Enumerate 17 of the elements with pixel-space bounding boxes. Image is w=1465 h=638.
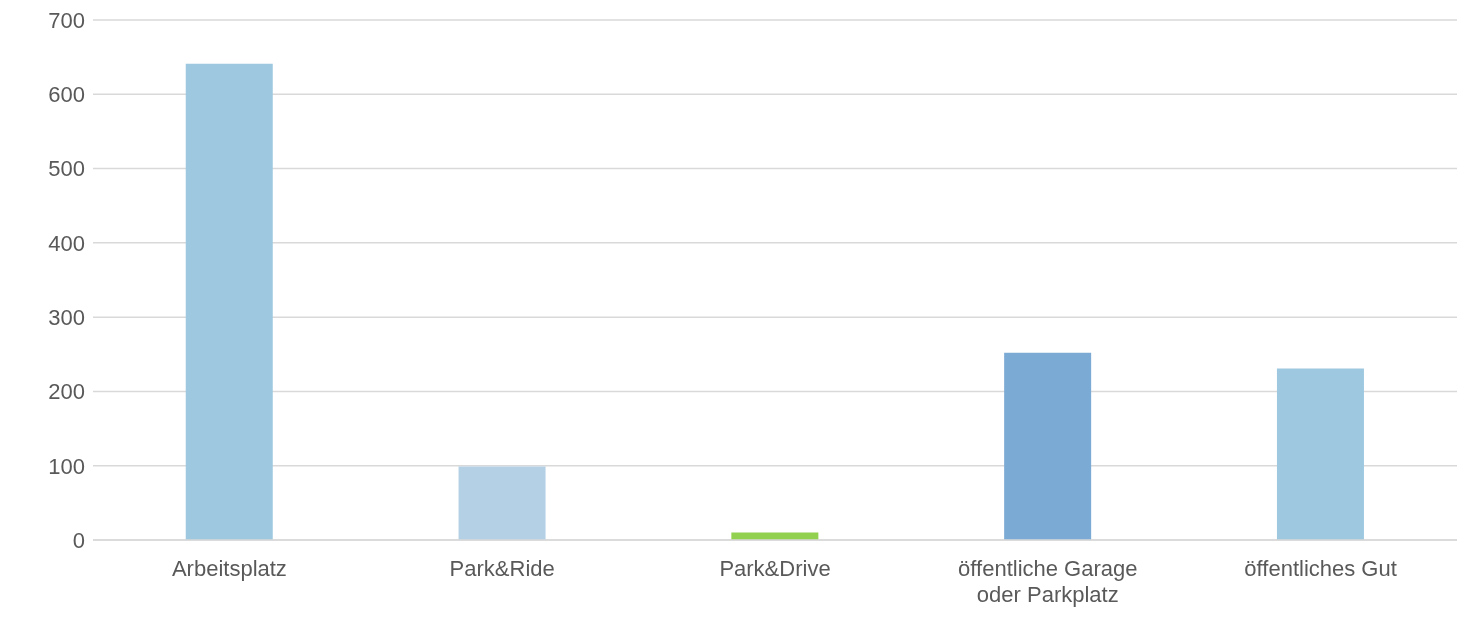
bar [1004, 352, 1092, 540]
y-tick-label: 500 [48, 156, 85, 182]
y-tick-label: 700 [48, 7, 85, 33]
y-tick-label: 400 [48, 230, 85, 256]
y-tick-label: 600 [48, 82, 85, 108]
y-tick-label: 0 [72, 527, 85, 553]
y-tick-label: 200 [48, 379, 85, 405]
y-tick-label: 100 [48, 453, 85, 479]
x-tick-label: öffentliche Garage oder Parkplatz [958, 555, 1138, 608]
x-tick-label: Park&Drive [719, 555, 831, 581]
x-tick-label: Arbeitsplatz [171, 555, 287, 581]
bar [185, 63, 273, 540]
x-tick-label: Park&Ride [449, 555, 555, 581]
bar [458, 466, 546, 540]
bar [1276, 368, 1364, 540]
y-tick-label: 300 [48, 304, 85, 330]
x-tick-label: öffentliches Gut [1244, 555, 1397, 581]
